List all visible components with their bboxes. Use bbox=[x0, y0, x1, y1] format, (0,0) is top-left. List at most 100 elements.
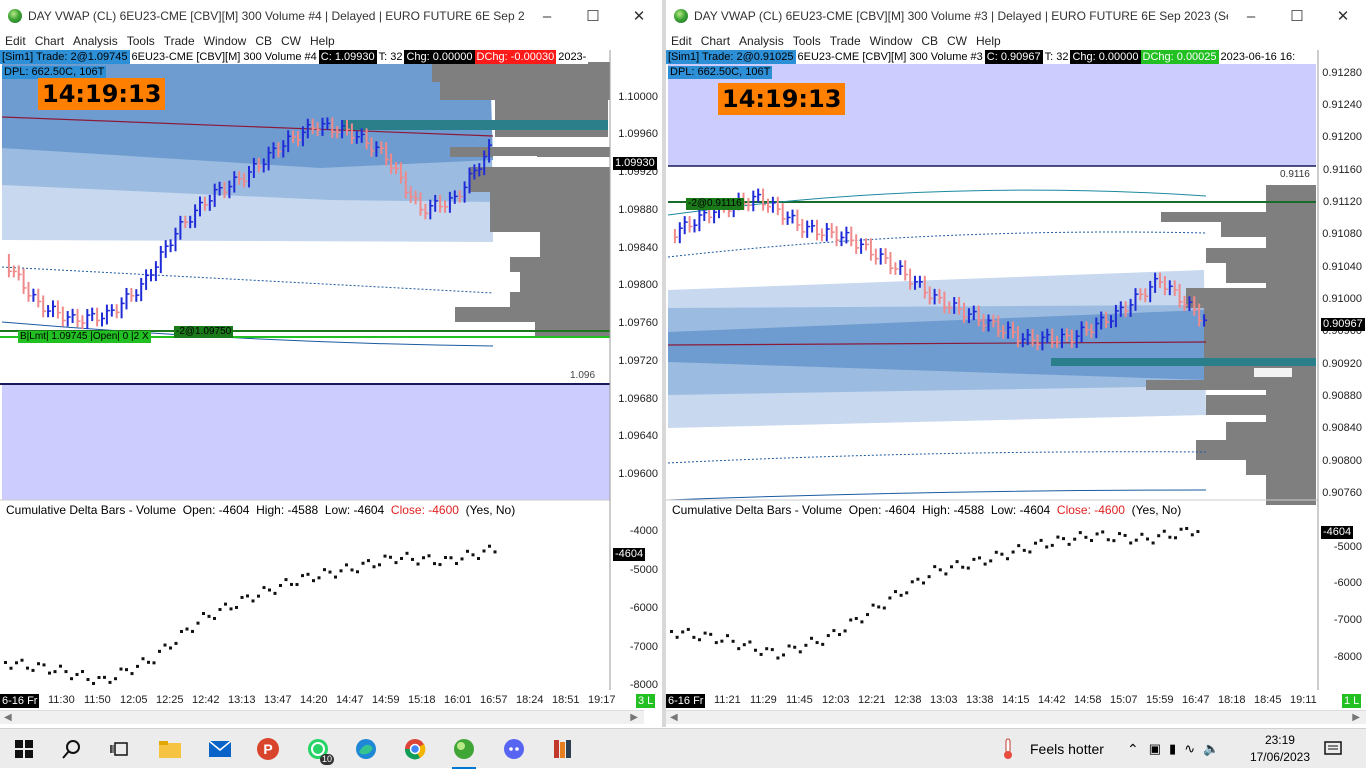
delta-bar bbox=[191, 629, 194, 633]
tray-chevron-icon[interactable]: ⌃ bbox=[1127, 740, 1139, 757]
price-tick: 1.09720 bbox=[618, 355, 658, 367]
trading-app-icon[interactable] bbox=[450, 735, 478, 769]
maximize-button[interactable]: ☐ bbox=[586, 8, 600, 25]
delta-bar bbox=[961, 565, 965, 569]
scroll-left-icon[interactable]: ◀ bbox=[4, 712, 12, 723]
task-view-icon[interactable] bbox=[106, 735, 134, 763]
time-axis[interactable]: 6-16 Fr 11:30 11:50 12:05 12:25 12:42 13… bbox=[0, 693, 662, 709]
delta-header: Cumulative Delta Bars - Volume Open: -46… bbox=[672, 503, 1181, 517]
price-chart-canvas[interactable] bbox=[666, 50, 1366, 712]
delta-bar bbox=[698, 638, 701, 642]
wifi-icon[interactable]: ∿ bbox=[1184, 741, 1196, 756]
discord-icon[interactable] bbox=[500, 735, 528, 763]
minimize-button[interactable]: – bbox=[542, 7, 552, 25]
speaker-icon[interactable]: 🔈 bbox=[1203, 741, 1220, 756]
delta-bar bbox=[433, 562, 436, 566]
delta-bar bbox=[731, 639, 735, 643]
close-button[interactable]: ✕ bbox=[632, 8, 646, 25]
minimize-button[interactable]: – bbox=[1246, 7, 1256, 25]
scroll-left-icon[interactable]: ◀ bbox=[670, 712, 678, 723]
menu-edit[interactable]: Edit bbox=[5, 34, 26, 48]
price-chart-canvas[interactable] bbox=[0, 50, 662, 712]
window-splitter[interactable] bbox=[662, 0, 666, 727]
menu-tools[interactable]: Tools bbox=[792, 34, 821, 48]
delta-bar bbox=[383, 554, 387, 558]
menu-analysis[interactable]: Analysis bbox=[73, 34, 118, 48]
menu-edit[interactable]: Edit bbox=[671, 34, 692, 48]
delta-bar bbox=[910, 580, 914, 584]
menu-help[interactable]: Help bbox=[976, 34, 1001, 48]
battery-icon[interactable]: ▮ bbox=[1169, 741, 1177, 756]
delta-bar bbox=[158, 649, 161, 653]
delta-high: High: -4588 bbox=[922, 503, 985, 517]
chart-window-right[interactable]: DAY VWAP (CL) 6EU23-CME [CBV][M] 300 Vol… bbox=[666, 0, 1366, 727]
time-tick: 14:59 bbox=[372, 694, 400, 706]
delta-bar bbox=[703, 631, 707, 635]
menu-trade[interactable]: Trade bbox=[829, 34, 861, 48]
maximize-button[interactable]: ☐ bbox=[1290, 8, 1304, 25]
horizontal-scrollbar[interactable]: ◀ ▶ bbox=[0, 710, 644, 724]
svg-text:P: P bbox=[263, 741, 272, 757]
time-tick: 14:58 bbox=[1074, 694, 1102, 706]
menu-cb[interactable]: CB bbox=[255, 34, 272, 48]
day-change-label: DChg: -0.00030 bbox=[474, 50, 557, 64]
tray-clock[interactable]: 23:19 17/06/2023 bbox=[1250, 732, 1310, 766]
scroll-right-icon[interactable]: ▶ bbox=[1352, 712, 1360, 723]
menu-analysis[interactable]: Analysis bbox=[739, 34, 784, 48]
delta-open: Open: -4604 bbox=[848, 503, 916, 517]
delta-bar bbox=[301, 574, 304, 578]
price-chart[interactable]: [Sim1] Trade: 2@1.09745 6EU23-CME [CBV][… bbox=[0, 50, 662, 712]
delta-bar bbox=[268, 588, 271, 592]
search-icon[interactable] bbox=[58, 735, 86, 763]
close-button[interactable]: ✕ bbox=[1336, 8, 1350, 25]
chrome-icon[interactable] bbox=[401, 735, 429, 763]
mail-icon[interactable] bbox=[206, 735, 234, 763]
delta-tick: -8000 bbox=[1333, 651, 1362, 663]
delta-bar bbox=[1095, 532, 1099, 536]
menu-trade[interactable]: Trade bbox=[163, 34, 195, 48]
delta-bar bbox=[1162, 529, 1166, 533]
menu-chart[interactable]: Chart bbox=[700, 34, 731, 48]
file-explorer-icon[interactable] bbox=[156, 735, 184, 763]
delta-bar bbox=[1028, 550, 1032, 554]
chart-window-left[interactable]: DAY VWAP (CL) 6EU23-CME [CBV][M] 300 Vol… bbox=[0, 0, 662, 727]
start-icon[interactable] bbox=[10, 735, 38, 763]
delta-header: Cumulative Delta Bars - Volume Open: -46… bbox=[6, 503, 515, 517]
delta-bars bbox=[4, 544, 497, 685]
menu-tools[interactable]: Tools bbox=[126, 34, 155, 48]
time-axis[interactable]: 6-16 Fr 11:21 11:29 11:45 12:03 12:21 12… bbox=[666, 693, 1366, 709]
price-chart[interactable]: [Sim1] Trade: 2@0.91025 6EU23-CME [CBV][… bbox=[666, 50, 1366, 712]
chart-info-bar: [Sim1] Trade: 2@1.09745 6EU23-CME [CBV][… bbox=[0, 50, 589, 64]
scroll-right-icon[interactable]: ▶ bbox=[630, 712, 638, 723]
order-label[interactable]: B|Lmt| 1.09745 |Open| 0 |2 X bbox=[18, 331, 151, 343]
menu-window[interactable]: Window bbox=[869, 34, 913, 48]
books-icon[interactable] bbox=[549, 735, 577, 763]
horizontal-scrollbar[interactable]: ◀ ▶ bbox=[666, 710, 1366, 724]
price-tick: 1.09600 bbox=[618, 468, 658, 480]
network-icon[interactable]: ▣ bbox=[1148, 741, 1162, 756]
whatsapp-icon[interactable]: 10 bbox=[304, 735, 334, 765]
time-tick: 11:29 bbox=[750, 694, 777, 706]
delta-bar bbox=[356, 570, 359, 574]
menu-chart[interactable]: Chart bbox=[34, 34, 65, 48]
taskbar: P 10 Feels hotter ⌃ ▣ ▮ ∿ 🔈 23:19 17/06/… bbox=[0, 728, 1366, 769]
menu-cw[interactable]: CW bbox=[947, 34, 967, 48]
delta-bar bbox=[1185, 526, 1189, 530]
wps-icon[interactable]: P bbox=[254, 735, 282, 763]
price-tick: 1.09800 bbox=[618, 279, 658, 291]
menu-cb[interactable]: CB bbox=[921, 34, 938, 48]
delta-high: High: -4588 bbox=[256, 503, 319, 517]
sim-trade-label: [Sim1] Trade: 2@1.09745 bbox=[0, 50, 130, 64]
menu-window[interactable]: Window bbox=[203, 34, 247, 48]
notification-icon[interactable] bbox=[1324, 729, 1342, 769]
title-bar[interactable]: DAY VWAP (CL) 6EU23-CME [CBV][M] 300 Vol… bbox=[0, 0, 662, 32]
delta-bar bbox=[804, 643, 808, 647]
title-bar[interactable]: DAY VWAP (CL) 6EU23-CME [CBV][M] 300 Vol… bbox=[666, 0, 1366, 32]
price-tick: 1.09680 bbox=[618, 393, 658, 405]
weather-widget[interactable]: Feels hotter bbox=[1000, 729, 1104, 769]
delta-bar bbox=[787, 644, 791, 648]
menu-cw[interactable]: CW bbox=[281, 34, 301, 48]
menu-help[interactable]: Help bbox=[310, 34, 335, 48]
edge-icon[interactable] bbox=[352, 735, 380, 763]
delta-bar bbox=[339, 569, 343, 573]
